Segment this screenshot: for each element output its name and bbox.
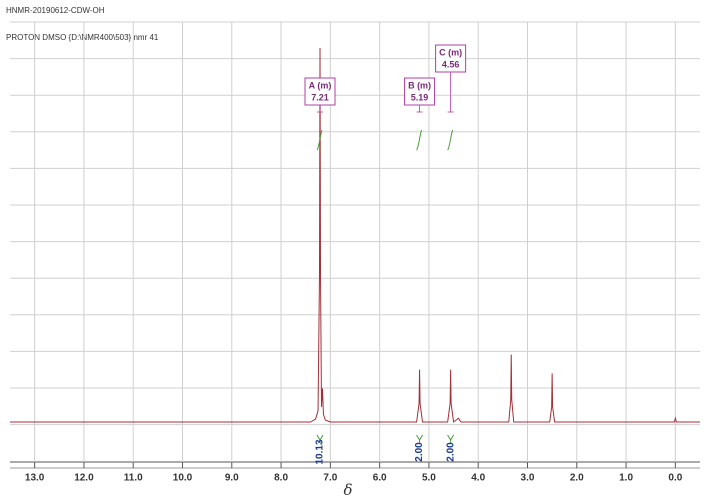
integral-value: 2.00 [414,442,425,462]
x-tick-label: 7.0 [323,473,337,484]
x-tick-label: 9.0 [225,473,239,484]
peak-shift: 5.19 [411,92,429,102]
x-tick-label: 0.0 [668,473,682,484]
peak-label-box [435,44,467,73]
x-tick-label: 4.0 [471,473,485,484]
x-tick-label: 11.0 [124,473,143,484]
peak-label-box [304,77,336,106]
peak-shift: 7.21 [311,92,329,102]
peak-label: A (m) [309,80,332,90]
integral-marker [316,434,324,443]
x-tick-label: 8.0 [274,473,288,484]
chart-subtitle: PROTON DMSO {D:\NMR400\503} nmr 41 [6,33,159,42]
x-tick-label: 12.0 [74,473,94,484]
x-tick-label: 1.0 [619,473,633,484]
integral-curve [416,129,423,151]
integral-marker [416,434,423,443]
integral-value: 2.00 [445,442,456,462]
chart-title: HNMR-20190612-CDW-OH [6,6,105,15]
x-tick-label: 3.0 [521,473,535,484]
peak-label-box [404,77,436,106]
integral-marker [447,434,455,443]
x-tick-label: 6.0 [373,473,387,484]
spectrum-line [10,47,700,423]
integral-value: 10.13 [315,439,326,464]
x-tick-label: 5.0 [422,473,436,484]
peak-shift: 4.56 [442,59,460,69]
integral-curve [447,129,454,151]
peak-label: C (m) [439,47,462,57]
peak-label: B (m) [408,80,431,90]
x-tick-label: 13.0 [25,473,45,484]
x-tick-label: 2.0 [570,473,584,484]
x-axis-label: δ [343,481,352,499]
x-tick-label: 10.0 [173,473,193,484]
integral-curve [316,129,323,151]
